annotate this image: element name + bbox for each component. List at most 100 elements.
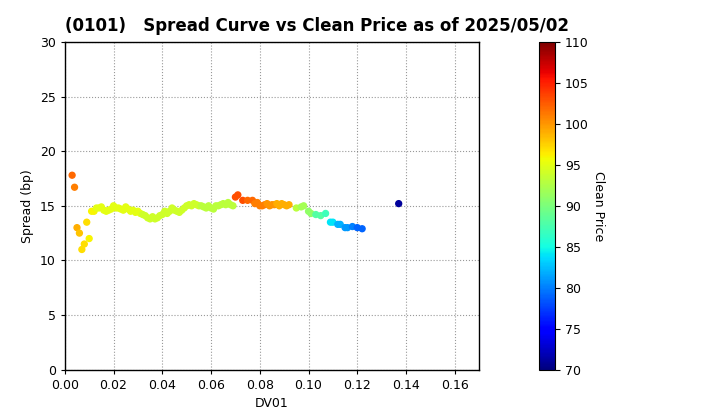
Point — [181, 202, 192, 209]
Point — [261, 200, 273, 207]
Point — [91, 205, 102, 211]
Point — [117, 207, 129, 213]
Point — [332, 221, 343, 228]
Point — [198, 204, 210, 210]
Point — [393, 200, 405, 207]
Point — [225, 201, 236, 208]
Point — [176, 207, 187, 213]
Point — [295, 204, 307, 210]
Point — [327, 219, 338, 226]
Point — [276, 200, 287, 207]
Point — [207, 206, 219, 213]
Point — [66, 172, 78, 178]
Point — [232, 192, 243, 198]
Point — [71, 224, 83, 231]
Point — [127, 207, 139, 213]
Point — [86, 208, 97, 215]
Point — [166, 205, 178, 211]
Point — [93, 205, 104, 211]
Point — [154, 212, 166, 219]
Point — [168, 207, 180, 213]
Point — [269, 201, 280, 208]
Point — [339, 224, 351, 231]
Point — [247, 197, 258, 204]
Point — [103, 207, 114, 213]
Point — [78, 241, 90, 247]
Point — [179, 205, 190, 211]
Point — [84, 235, 95, 242]
Point — [259, 201, 271, 208]
Point — [320, 210, 331, 217]
Point — [342, 224, 354, 231]
Point — [152, 215, 163, 221]
Point — [228, 202, 239, 209]
Point — [122, 206, 134, 213]
Point — [76, 246, 88, 253]
Point — [164, 208, 176, 215]
Point — [147, 213, 158, 220]
Point — [112, 205, 124, 211]
Y-axis label: Clean Price: Clean Price — [593, 171, 606, 241]
Point — [291, 205, 302, 211]
Point — [274, 202, 285, 209]
Y-axis label: Spread (bp): Spread (bp) — [22, 169, 35, 243]
Point — [115, 206, 127, 213]
Point — [217, 200, 229, 207]
Point — [96, 204, 107, 210]
Point — [212, 202, 224, 209]
Point — [203, 202, 215, 209]
Point — [73, 230, 85, 236]
Point — [101, 208, 112, 215]
Point — [254, 202, 266, 209]
Point — [298, 202, 310, 209]
Point — [264, 202, 275, 209]
Point — [69, 184, 81, 191]
Text: (0101)   Spread Curve vs Clean Price as of 2025/05/02: (0101) Spread Curve vs Clean Price as of… — [65, 17, 569, 35]
Point — [305, 210, 317, 217]
Point — [249, 200, 261, 207]
Point — [110, 205, 122, 211]
Point — [351, 224, 363, 231]
Point — [174, 209, 185, 216]
Point — [89, 208, 100, 215]
Point — [242, 197, 253, 204]
Point — [188, 200, 199, 207]
Point — [256, 202, 268, 209]
Point — [271, 200, 283, 207]
Point — [81, 219, 92, 226]
Point — [191, 201, 202, 208]
Point — [210, 202, 222, 209]
Point — [251, 199, 263, 206]
Point — [156, 211, 168, 218]
Point — [222, 199, 234, 206]
Point — [159, 208, 171, 215]
Point — [315, 212, 326, 219]
Point — [205, 205, 217, 211]
Point — [310, 211, 322, 218]
Point — [132, 208, 144, 215]
X-axis label: DV01: DV01 — [255, 397, 289, 410]
Point — [171, 208, 183, 215]
Point — [279, 201, 290, 208]
Point — [346, 223, 358, 230]
Point — [149, 215, 161, 222]
Point — [98, 207, 109, 213]
Point — [193, 202, 204, 209]
Point — [303, 208, 315, 215]
Point — [281, 202, 292, 209]
Point — [144, 215, 156, 222]
Point — [125, 208, 136, 215]
Point — [135, 210, 146, 217]
Point — [186, 202, 197, 209]
Point — [184, 201, 195, 208]
Point — [161, 210, 173, 217]
Point — [356, 226, 368, 232]
Point — [215, 201, 227, 208]
Point — [130, 209, 141, 216]
Point — [108, 202, 120, 209]
Point — [196, 202, 207, 209]
Point — [220, 201, 231, 208]
Point — [335, 221, 346, 228]
Point — [105, 206, 117, 213]
Point — [120, 204, 132, 210]
